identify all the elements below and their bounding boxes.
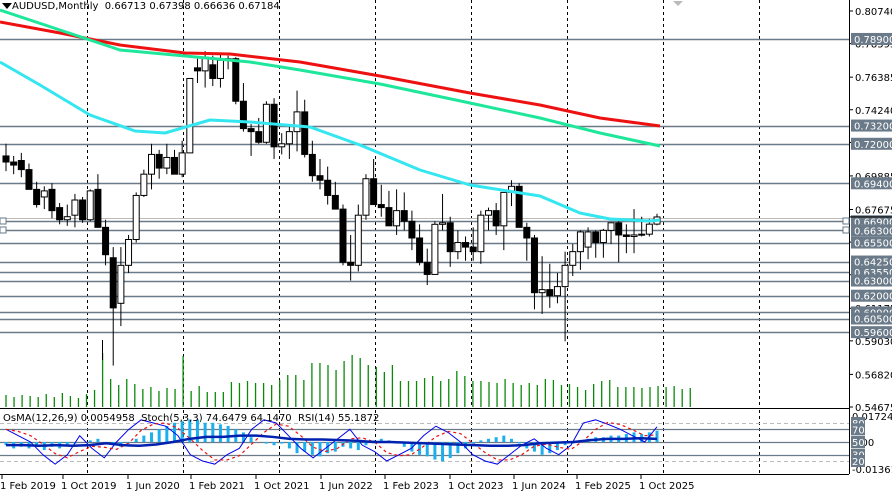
svg-text:50: 50 bbox=[852, 438, 865, 449]
svg-text:0.72000: 0.72000 bbox=[854, 140, 892, 151]
svg-text:1 Jun 2022: 1 Jun 2022 bbox=[319, 481, 373, 492]
svg-text:20: 20 bbox=[852, 457, 865, 468]
collapse-arrow-icon[interactable] bbox=[2, 3, 12, 9]
svg-text:1 Oct 2025: 1 Oct 2025 bbox=[639, 481, 694, 492]
svg-text:0.65500: 0.65500 bbox=[854, 239, 892, 250]
svg-text:1 Feb 2023: 1 Feb 2023 bbox=[383, 481, 439, 492]
chart-header: AUDUSD,Monthly 0.66713 0.67398 0.66636 0… bbox=[12, 1, 280, 12]
svg-text:1 Feb 2025: 1 Feb 2025 bbox=[575, 481, 631, 492]
svg-text:0.66900: 0.66900 bbox=[854, 217, 892, 228]
svg-text:0.54675: 0.54675 bbox=[855, 403, 892, 414]
svg-text:-0.013615: -0.013615 bbox=[852, 465, 892, 476]
price-axis: 0.807400.785950.763850.742400.720900.698… bbox=[849, 7, 892, 414]
svg-text:1 Feb 2019: 1 Feb 2019 bbox=[0, 481, 56, 492]
svg-text:0.73200: 0.73200 bbox=[854, 122, 892, 133]
svg-text:0.64250: 0.64250 bbox=[854, 258, 892, 269]
svg-text:0.62000: 0.62000 bbox=[854, 292, 892, 303]
svg-text:0.78595: 0.78595 bbox=[855, 40, 892, 51]
svg-text:1 Oct 2021: 1 Oct 2021 bbox=[254, 481, 309, 492]
svg-text:0.59600: 0.59600 bbox=[854, 328, 892, 339]
svg-text:1 Feb 2021: 1 Feb 2021 bbox=[189, 481, 245, 492]
svg-text:0.76385: 0.76385 bbox=[855, 73, 892, 84]
svg-text:1 Oct 2023: 1 Oct 2023 bbox=[448, 481, 503, 492]
svg-text:0.63550: 0.63550 bbox=[854, 268, 892, 279]
svg-text:0.66300: 0.66300 bbox=[854, 226, 892, 237]
svg-text:0.78900: 0.78900 bbox=[854, 35, 892, 46]
svg-text:70: 70 bbox=[852, 425, 865, 436]
svg-text:0.60500: 0.60500 bbox=[854, 315, 892, 326]
svg-text:1 Jun 2020: 1 Jun 2020 bbox=[126, 481, 180, 492]
svg-text:0.63000: 0.63000 bbox=[854, 277, 892, 288]
time-axis: 1 Feb 2019 1 Oct 2019 1 Jun 2020 1 Feb 2021… bbox=[0, 474, 694, 492]
candles bbox=[2, 51, 661, 366]
indicator-header: OsMA(12,26,9) 0.0054958 Stoch(5,3,3) 74.… bbox=[3, 413, 380, 424]
svg-text:0.017241: 0.017241 bbox=[852, 412, 892, 423]
svg-text:0.67675: 0.67675 bbox=[855, 205, 892, 216]
svg-text:1 Oct 2019: 1 Oct 2019 bbox=[61, 481, 116, 492]
svg-text:1 Jun 2024: 1 Jun 2024 bbox=[512, 481, 566, 492]
svg-text:0.69400: 0.69400 bbox=[854, 179, 892, 190]
